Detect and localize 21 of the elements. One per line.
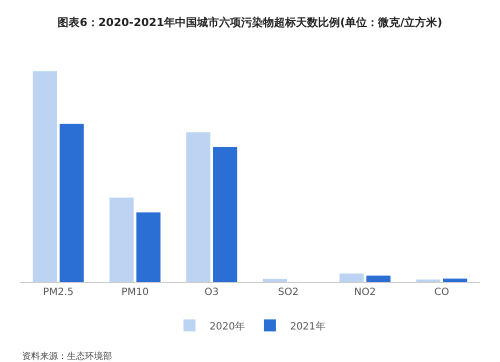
bar bbox=[186, 132, 210, 282]
x-tick-label: NO2 bbox=[354, 287, 376, 298]
bar bbox=[60, 124, 84, 282]
bar bbox=[262, 278, 287, 282]
bar bbox=[416, 279, 440, 282]
x-tick-label: PM2.5 bbox=[43, 287, 74, 298]
bar bbox=[32, 71, 57, 282]
bar bbox=[443, 278, 468, 282]
chart-title: 图表6：2020-2021年中国城市六项污染物超标天数比例(单位：微克/立方米) bbox=[58, 16, 442, 29]
x-tick-label: O3 bbox=[204, 287, 219, 298]
x-tick-label: SO2 bbox=[278, 287, 299, 298]
bar bbox=[366, 276, 390, 282]
bar bbox=[110, 198, 134, 282]
legend-label: 2021年 bbox=[290, 320, 326, 332]
bar bbox=[136, 212, 160, 282]
bar bbox=[340, 274, 364, 282]
text: 资料来源：生态环境部 bbox=[22, 351, 112, 362]
x-tick-label: PM10 bbox=[121, 287, 149, 298]
bar bbox=[213, 147, 238, 282]
legend-label: 2020年 bbox=[210, 320, 245, 332]
x-tick-label: CO bbox=[434, 287, 450, 298]
